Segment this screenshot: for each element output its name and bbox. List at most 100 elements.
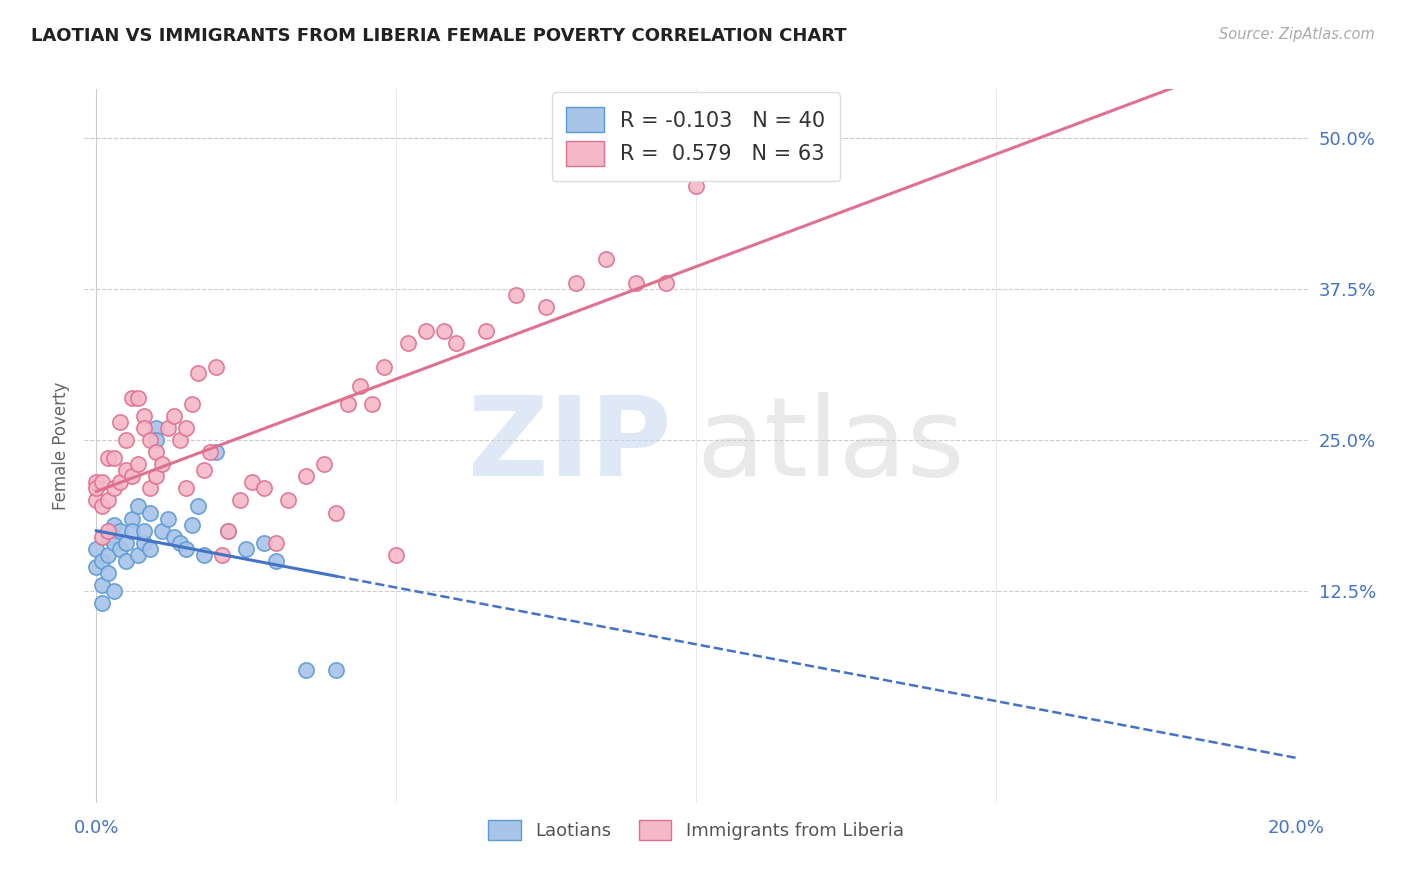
Point [624, 276, 647, 290]
Point [193, 548, 215, 562]
Y-axis label: Female Poverty: Female Poverty [52, 382, 70, 510]
Point [163, 409, 186, 423]
Point [86, 475, 108, 490]
Point [655, 276, 678, 290]
Point [97, 566, 120, 580]
Point [91, 596, 114, 610]
Point [385, 548, 408, 562]
Point [349, 378, 371, 392]
Point [325, 663, 347, 677]
Point [103, 535, 125, 549]
Point [396, 336, 419, 351]
Point [193, 463, 215, 477]
Point [337, 397, 360, 411]
Point [361, 397, 384, 411]
Point [181, 397, 204, 411]
Point [121, 524, 143, 538]
Point [277, 493, 299, 508]
Point [97, 524, 120, 538]
Point [139, 433, 162, 447]
Point [139, 541, 162, 556]
Point [134, 421, 156, 435]
Point [121, 391, 143, 405]
Point [134, 524, 156, 538]
Point [139, 506, 162, 520]
Point [127, 457, 149, 471]
Point [127, 500, 149, 514]
Point [103, 451, 125, 466]
Point [110, 524, 132, 538]
Point [240, 475, 263, 490]
Point [97, 493, 120, 508]
Point [110, 415, 132, 429]
Point [139, 481, 162, 495]
Point [91, 475, 114, 490]
Point [415, 324, 437, 338]
Point [217, 524, 239, 538]
Point [205, 360, 228, 375]
Point [150, 524, 173, 538]
Point [115, 433, 138, 447]
Point [595, 252, 617, 266]
Point [145, 421, 167, 435]
Point [169, 535, 191, 549]
Point [373, 360, 395, 375]
Point [134, 535, 156, 549]
Point [253, 481, 276, 495]
Point [86, 493, 108, 508]
Point [200, 445, 222, 459]
Point [115, 535, 138, 549]
Point [253, 535, 276, 549]
Point [115, 463, 138, 477]
Point [97, 548, 120, 562]
Point [205, 445, 228, 459]
Text: LAOTIAN VS IMMIGRANTS FROM LIBERIA FEMALE POVERTY CORRELATION CHART: LAOTIAN VS IMMIGRANTS FROM LIBERIA FEMAL… [31, 27, 846, 45]
Text: ZIP: ZIP [468, 392, 672, 500]
Legend: Laotians, Immigrants from Liberia: Laotians, Immigrants from Liberia [481, 813, 911, 847]
Point [181, 517, 204, 532]
Point [157, 421, 180, 435]
Point [91, 578, 114, 592]
Point [565, 276, 588, 290]
Point [103, 584, 125, 599]
Text: atlas: atlas [696, 392, 965, 500]
Point [86, 541, 108, 556]
Point [505, 288, 527, 302]
Point [121, 469, 143, 483]
Point [264, 554, 287, 568]
Point [444, 336, 467, 351]
Point [264, 535, 287, 549]
Point [157, 511, 180, 525]
Point [229, 493, 252, 508]
Point [174, 541, 197, 556]
Point [295, 663, 318, 677]
Point [211, 548, 233, 562]
Point [187, 500, 209, 514]
Point [91, 554, 114, 568]
Point [86, 560, 108, 574]
Point [103, 517, 125, 532]
Point [91, 530, 114, 544]
Point [145, 433, 167, 447]
Point [91, 500, 114, 514]
Point [115, 554, 138, 568]
Point [174, 481, 197, 495]
Point [534, 300, 557, 314]
Point [235, 541, 257, 556]
Point [134, 409, 156, 423]
Point [145, 445, 167, 459]
Point [86, 481, 108, 495]
Point [685, 178, 707, 193]
Point [295, 469, 318, 483]
Point [169, 433, 191, 447]
Point [150, 457, 173, 471]
Text: Source: ZipAtlas.com: Source: ZipAtlas.com [1219, 27, 1375, 42]
Point [103, 481, 125, 495]
Point [97, 451, 120, 466]
Point [325, 506, 347, 520]
Point [217, 524, 239, 538]
Point [163, 530, 186, 544]
Point [187, 367, 209, 381]
Point [127, 391, 149, 405]
Point [174, 421, 197, 435]
